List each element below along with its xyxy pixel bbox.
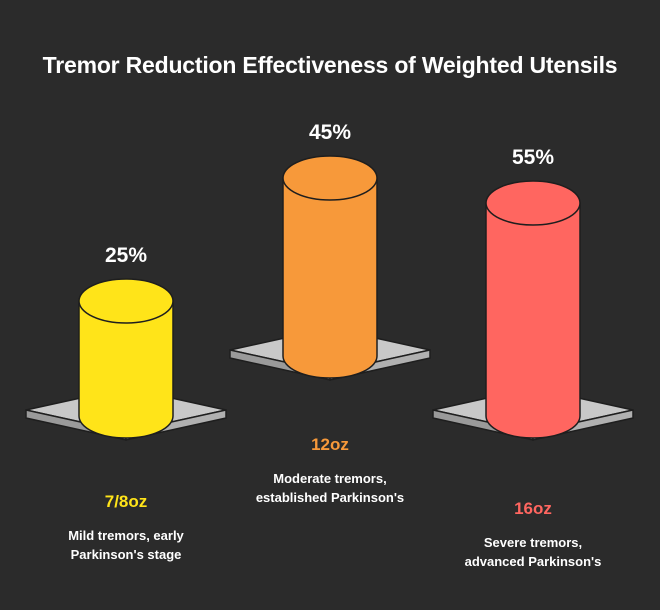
- description-label-1-1: Mild tremors, early: [68, 528, 184, 543]
- bar-top-3: [485, 180, 581, 226]
- bar-group-1: 25% 7/8oz Mild tremors, early Parkinson's s…: [25, 244, 227, 562]
- description-label-2-1: Moderate tremors,: [273, 471, 386, 486]
- description-label-3-2: advanced Parkinson's: [465, 554, 602, 569]
- category-label-2: 12oz: [311, 435, 349, 454]
- bar-2: [282, 177, 378, 379]
- description-label-3-1: Severe tremors,: [484, 535, 582, 550]
- bar-top-1: [78, 278, 174, 324]
- category-label-1: 7/8oz: [105, 492, 148, 511]
- bar-3: [485, 202, 581, 439]
- chart-title: Tremor Reduction Effectiveness of Weight…: [42, 52, 618, 78]
- value-label-3: 55%: [512, 146, 554, 169]
- bar-top-2: [282, 155, 378, 201]
- value-label-2: 45%: [309, 121, 351, 144]
- category-label-3: 16oz: [514, 499, 552, 518]
- bar-1: [78, 300, 174, 439]
- description-label-1-2: Parkinson's stage: [71, 547, 182, 562]
- value-label-1: 25%: [105, 244, 147, 267]
- bar-group-3: 55% 16oz Severe tremors, advanced Parkinson…: [432, 146, 634, 569]
- bar-group-2: 45% 12oz Moderate tremors, established Park…: [229, 121, 431, 505]
- description-label-2-2: established Parkinson's: [256, 490, 404, 505]
